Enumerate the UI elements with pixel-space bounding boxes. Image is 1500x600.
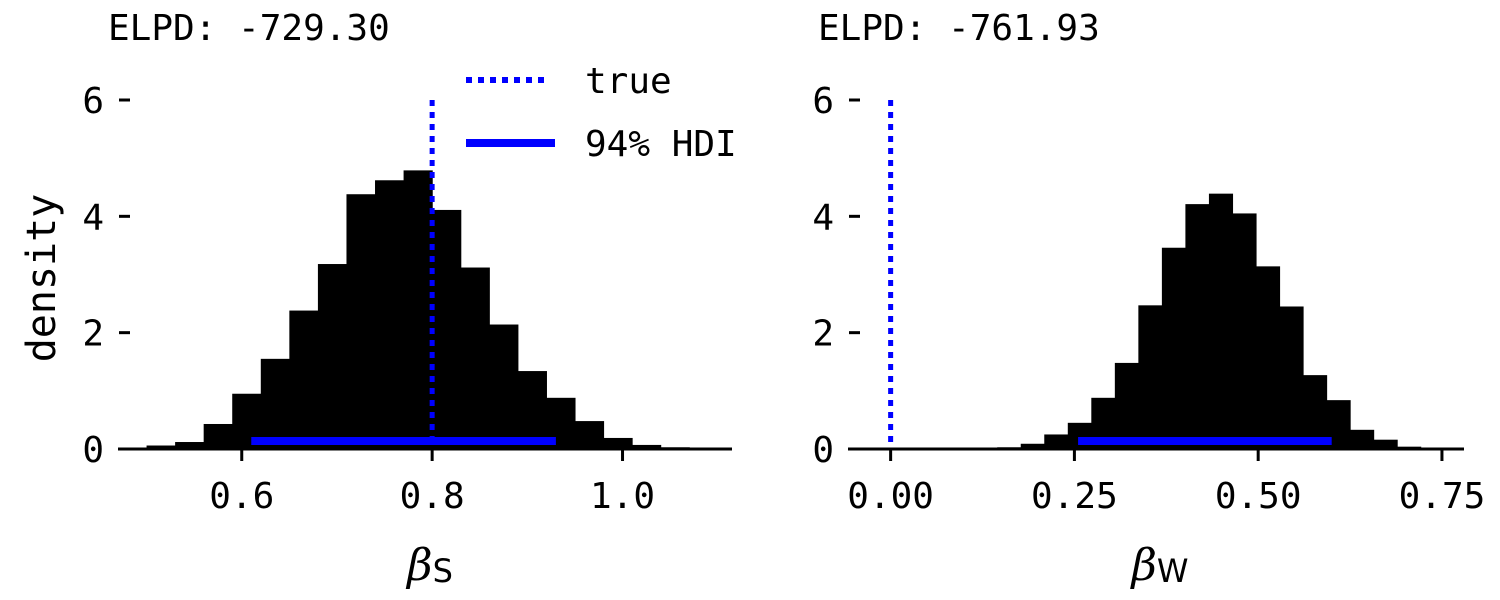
- histogram-bar: [260, 358, 290, 449]
- histogram-bar: [460, 267, 490, 449]
- overlay-lines: [888, 100, 1332, 449]
- right-histogram-panel: ELPD: -761.93 0.00 0.25 0.50 0.75 0 2 4 6 βW: [812, 8, 1485, 591]
- panel-title: ELPD: -729.30: [108, 8, 390, 49]
- histogram-bar: [1138, 305, 1163, 449]
- y-axis-label: density: [19, 194, 65, 363]
- y-tick-label: 2: [82, 314, 104, 355]
- histogram-bar: [203, 423, 233, 449]
- histogram-bar: [1185, 204, 1210, 449]
- axes: 0.6 0.8 1.0 0 2 4 6: [82, 81, 732, 517]
- y-tick-label: 4: [82, 197, 104, 238]
- x-tick-label: 0.25: [1031, 476, 1118, 517]
- legend-true-label: true: [585, 61, 672, 102]
- histogram-bar: [1303, 375, 1328, 449]
- histogram-bar: [175, 442, 205, 449]
- legend: true 94% HDI: [466, 61, 737, 165]
- x-axis-symbol: β: [405, 540, 432, 591]
- x-tick-label: 1.0: [590, 476, 655, 517]
- histogram-bar: [146, 445, 176, 449]
- y-tick-label: 6: [82, 81, 104, 122]
- histogram-bar: [574, 421, 605, 449]
- overlay-lines: [251, 100, 556, 449]
- y-tick-label: 0: [812, 430, 834, 471]
- histogram-bar: [1044, 434, 1069, 449]
- x-axis-label: βW: [1129, 540, 1188, 591]
- histogram-bar: [517, 371, 547, 449]
- x-axis-label: βS: [405, 540, 453, 591]
- svg-text:βS: βS: [405, 540, 453, 591]
- x-tick-label: 0.8: [400, 476, 465, 517]
- x-axis-subscript: S: [433, 552, 453, 590]
- histogram-bar: [1255, 266, 1281, 449]
- histogram-bar: [632, 444, 662, 449]
- histogram-bar: [603, 437, 633, 449]
- histogram-bar: [489, 324, 519, 449]
- histogram-bar: [1020, 443, 1045, 449]
- histogram-bar: [1208, 193, 1234, 449]
- axes: 0.00 0.25 0.50 0.75 0 2 4 6: [812, 81, 1485, 517]
- x-tick-label: 0.50: [1215, 476, 1302, 517]
- x-axis-symbol: β: [1129, 540, 1156, 591]
- histogram-bar: [317, 264, 348, 449]
- legend-hdi-label: 94% HDI: [585, 124, 737, 165]
- panel-title: ELPD: -761.93: [818, 8, 1100, 49]
- y-tick-label: 4: [812, 197, 834, 238]
- svg-text:βW: βW: [1129, 540, 1188, 591]
- histogram-bar: [1373, 439, 1398, 449]
- histogram-bar: [1067, 422, 1092, 449]
- histogram-bar: [403, 170, 433, 449]
- x-tick-label: 0.75: [1399, 476, 1486, 517]
- y-tick-label: 0: [82, 430, 104, 471]
- histogram-bars: [146, 170, 690, 449]
- x-tick-label: 0.00: [847, 476, 934, 517]
- histogram-bar: [1279, 306, 1304, 449]
- histogram-bar: [1161, 247, 1186, 449]
- y-tick-label: 6: [812, 81, 834, 122]
- histogram-bar: [432, 209, 462, 449]
- x-tick-label: 0.6: [209, 476, 274, 517]
- histogram-bar: [375, 180, 405, 449]
- y-tick-label: 2: [812, 314, 834, 355]
- left-histogram-panel: ELPD: -729.30 density 0.6 0.8 1.0 0 2 4 6 βS t…: [19, 8, 737, 591]
- histogram-bar: [1232, 213, 1257, 449]
- histogram-bar: [1350, 429, 1375, 449]
- histogram-bar: [1114, 362, 1139, 449]
- x-axis-subscript: W: [1157, 552, 1189, 590]
- histogram-bars: [997, 193, 1445, 449]
- histogram-bar: [346, 194, 376, 449]
- histogram-bar: [289, 310, 319, 449]
